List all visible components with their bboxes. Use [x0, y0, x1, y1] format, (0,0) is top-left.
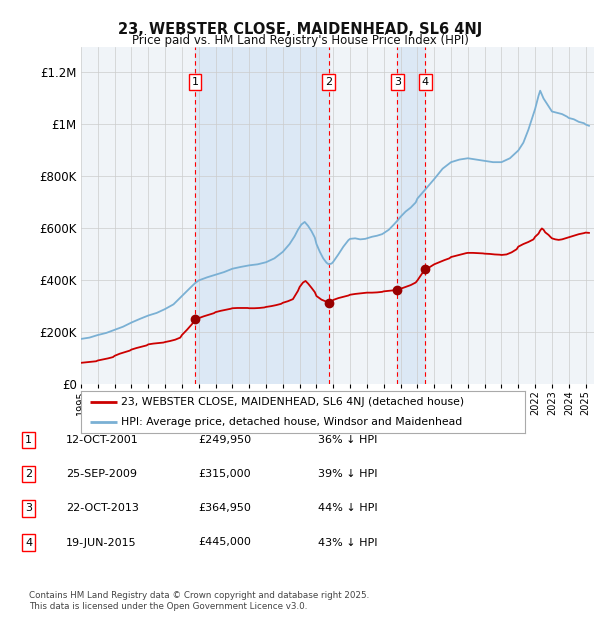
- Bar: [397, 46, 425, 384]
- Text: 39% ↓ HPI: 39% ↓ HPI: [318, 469, 377, 479]
- Text: 25-SEP-2009: 25-SEP-2009: [66, 469, 137, 479]
- Text: 44% ↓ HPI: 44% ↓ HPI: [318, 503, 377, 513]
- Text: 43% ↓ HPI: 43% ↓ HPI: [318, 538, 377, 547]
- Text: 36% ↓ HPI: 36% ↓ HPI: [318, 435, 377, 445]
- Text: £445,000: £445,000: [198, 538, 251, 547]
- Text: 19-JUN-2015: 19-JUN-2015: [66, 538, 137, 547]
- Text: £364,950: £364,950: [198, 503, 251, 513]
- Text: 23, WEBSTER CLOSE, MAIDENHEAD, SL6 4NJ (detached house): 23, WEBSTER CLOSE, MAIDENHEAD, SL6 4NJ (…: [121, 397, 464, 407]
- Bar: [195, 46, 329, 384]
- Text: 12-OCT-2001: 12-OCT-2001: [66, 435, 139, 445]
- Text: 23, WEBSTER CLOSE, MAIDENHEAD, SL6 4NJ: 23, WEBSTER CLOSE, MAIDENHEAD, SL6 4NJ: [118, 22, 482, 37]
- Text: 1: 1: [25, 435, 32, 445]
- Text: 22-OCT-2013: 22-OCT-2013: [66, 503, 139, 513]
- Text: 1: 1: [192, 77, 199, 87]
- Text: 3: 3: [25, 503, 32, 513]
- Text: Price paid vs. HM Land Registry's House Price Index (HPI): Price paid vs. HM Land Registry's House …: [131, 34, 469, 47]
- Text: HPI: Average price, detached house, Windsor and Maidenhead: HPI: Average price, detached house, Wind…: [121, 417, 462, 427]
- Text: 4: 4: [25, 538, 32, 547]
- Text: £315,000: £315,000: [198, 469, 251, 479]
- Text: 2: 2: [25, 469, 32, 479]
- Text: 3: 3: [394, 77, 401, 87]
- Text: Contains HM Land Registry data © Crown copyright and database right 2025.
This d: Contains HM Land Registry data © Crown c…: [29, 591, 369, 611]
- Text: 2: 2: [325, 77, 332, 87]
- Text: £249,950: £249,950: [198, 435, 251, 445]
- Text: 4: 4: [422, 77, 429, 87]
